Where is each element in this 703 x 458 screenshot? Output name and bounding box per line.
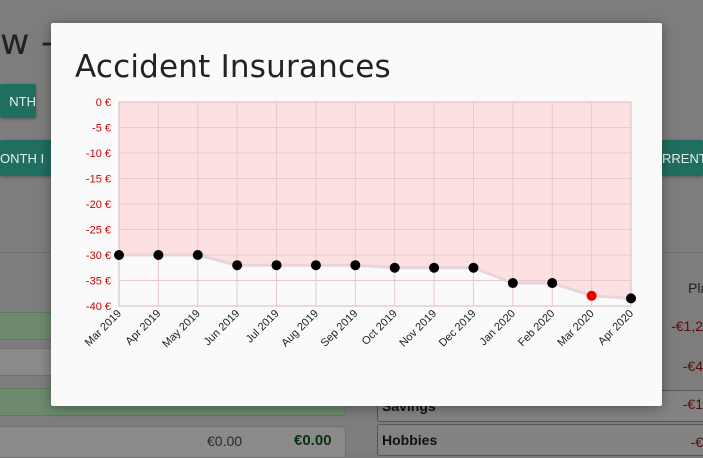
data-point xyxy=(507,278,518,289)
category-hobbies[interactable]: Hobbies xyxy=(377,424,703,456)
tab-month[interactable]: ONTH I xyxy=(0,140,60,176)
x-tick-label: Dec 2019 xyxy=(437,308,479,350)
modal-title: Accident Insurances xyxy=(75,49,391,85)
data-point xyxy=(429,262,440,273)
x-tick-label: Apr 2019 xyxy=(123,308,163,348)
data-point xyxy=(310,260,321,271)
area-chart: 0 € -5 € -10 € -15 € -20 € -25 € -30 € -35 € -40… xyxy=(83,97,636,351)
data-point xyxy=(153,250,164,260)
y-tick-label: -10 € xyxy=(86,148,111,160)
month-button-label: NTH xyxy=(9,93,36,109)
chart-modal: Accident Insurances 0 € -5 € -10 € -15 € -20… xyxy=(51,23,662,406)
y-tick-label: -40 € xyxy=(86,301,111,313)
side-amount: -€1,2 xyxy=(671,318,703,334)
x-tick-label: Jun 2019 xyxy=(202,308,242,348)
y-tick-label: 0 € xyxy=(96,97,111,109)
y-tick-label: -20 € xyxy=(86,199,111,211)
data-point xyxy=(192,250,203,260)
x-tick-label: Oct 2019 xyxy=(360,308,400,348)
row-value: €0.00 xyxy=(207,433,243,449)
tab-current[interactable]: RRENT xyxy=(662,140,703,176)
tab-current-label: RRENT xyxy=(662,150,703,166)
data-point xyxy=(232,260,243,271)
category-label: Hobbies xyxy=(382,432,438,448)
data-point xyxy=(389,262,400,273)
x-tick-label: Jan 2020 xyxy=(477,308,517,348)
tab-month-label: ONTH I xyxy=(0,150,45,166)
x-tick-label: Aug 2019 xyxy=(279,308,321,350)
data-point xyxy=(350,260,361,271)
month-button[interactable]: NTH xyxy=(0,84,36,118)
x-tick-label: Jul 2019 xyxy=(244,308,282,346)
data-point xyxy=(586,290,597,301)
y-tick-label: -25 € xyxy=(86,225,111,237)
data-point xyxy=(626,293,636,304)
side-amount: -€1 xyxy=(682,396,703,412)
x-tick-label: Nov 2019 xyxy=(397,308,439,350)
data-point xyxy=(468,262,479,273)
side-amount: -€4 xyxy=(682,358,703,374)
plot-border xyxy=(118,101,632,307)
data-point xyxy=(547,278,558,289)
x-tick-label: Mar 2020 xyxy=(555,308,596,349)
data-point xyxy=(114,250,124,260)
side-amount: -€ xyxy=(690,434,703,450)
x-tick-label: Sep 2019 xyxy=(319,308,361,350)
plan-header: Pla xyxy=(688,280,703,296)
y-tick-label: -15 € xyxy=(86,174,111,186)
series-line xyxy=(119,253,632,300)
area-fill xyxy=(119,102,631,299)
x-tick-label: Feb 2020 xyxy=(516,308,557,349)
y-tick-label: -5 € xyxy=(92,123,111,135)
page-title: w - xyxy=(0,22,54,63)
x-tick-label: May 2019 xyxy=(160,308,203,351)
y-tick-label: -30 € xyxy=(86,250,111,262)
data-point xyxy=(271,260,282,271)
x-tick-label: Apr 2020 xyxy=(596,308,636,348)
y-tick-label: -35 € xyxy=(86,276,111,288)
row-bold-value: €0.00 xyxy=(294,432,332,449)
x-tick-label: Mar 2019 xyxy=(83,308,124,349)
